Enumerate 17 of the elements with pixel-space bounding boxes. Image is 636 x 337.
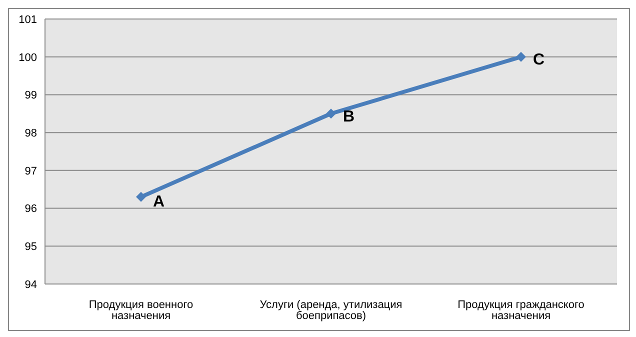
x-tick-label: Продукция военного назначения [88,298,194,322]
y-tick-label: 101 [18,14,37,26]
x-tick-label: Услуги (аренда, утилизация боеприпасов) [260,298,402,322]
y-tick-label: 98 [24,127,37,140]
y-tick-label: 97 [24,165,37,178]
point [326,108,336,119]
y-tick-label: 99 [24,90,37,102]
y-tick-label: 94 [24,278,37,291]
x-tick-label: Продукция гражданского назначения [458,298,584,322]
y-tick-label: 100 [18,52,37,64]
annotation: A [153,194,165,211]
y-tick-label: 96 [24,203,37,216]
point [136,192,146,202]
annotation: C [533,52,545,69]
y-tick-label: 95 [24,241,37,254]
point [516,52,526,62]
annotation: B [343,108,355,126]
